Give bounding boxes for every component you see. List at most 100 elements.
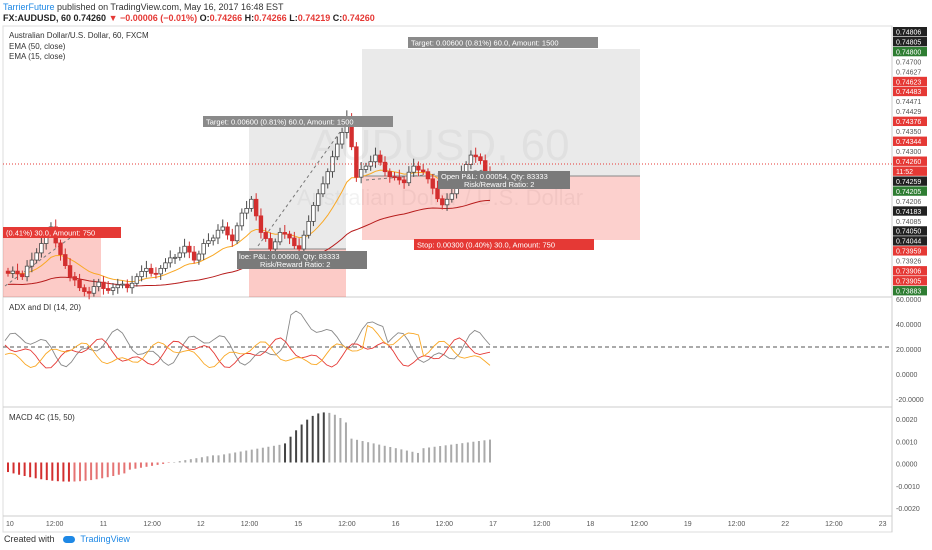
price-label: 0.74627 bbox=[896, 69, 921, 76]
candle bbox=[125, 279, 130, 293]
candle bbox=[335, 136, 340, 161]
time-tick: 12:00 bbox=[143, 521, 161, 528]
price-label: 11:52 bbox=[893, 166, 927, 176]
legend-macd[interactable]: MACD 4C (15, 50) bbox=[9, 413, 75, 422]
svg-text:11:52: 11:52 bbox=[896, 169, 913, 176]
time-axis-labels: 10 12:00 11 12:00 12 12:00 15 12:00 16 12:00 17 12:… bbox=[6, 521, 887, 528]
legend-ema50[interactable]: EMA (50, close) bbox=[9, 42, 66, 51]
candle bbox=[106, 281, 111, 294]
candle bbox=[444, 193, 450, 211]
price-label: 0.74483 bbox=[893, 86, 927, 96]
pos2-pnl-label[interactable]: Open P&L: 0.00054, Qty: 83333 Risk/Rewar… bbox=[438, 171, 570, 189]
macd-bar bbox=[145, 462, 148, 467]
symbol[interactable]: FX:AUDUSD, 60 bbox=[3, 13, 72, 23]
candle bbox=[325, 168, 330, 189]
candle bbox=[277, 227, 283, 246]
pos1-target-label[interactable]: Target: 0.00600 (0.81%) 60.0, Amount: 15… bbox=[203, 116, 393, 127]
svg-text:Risk/Reward Ratio: 2: Risk/Reward Ratio: 2 bbox=[464, 180, 534, 189]
author-link[interactable]: TarrierFuture bbox=[3, 2, 55, 12]
candle bbox=[473, 147, 478, 163]
macd-bar bbox=[123, 462, 126, 474]
legend-title[interactable]: Australian Dollar/U.S. Dollar, 60, FXCM bbox=[9, 31, 149, 40]
macd-bar bbox=[284, 443, 287, 463]
svg-text:0.74259: 0.74259 bbox=[896, 179, 921, 186]
pos1-target-zone[interactable] bbox=[249, 127, 346, 249]
legend-ema15[interactable]: EMA (15, close) bbox=[9, 52, 66, 61]
axis-tick: 60.0000 bbox=[896, 297, 921, 304]
candle bbox=[449, 186, 455, 203]
cloud-icon bbox=[63, 536, 76, 544]
price-label: 0.74350 bbox=[896, 129, 921, 136]
svg-text:0.74483: 0.74483 bbox=[896, 89, 921, 96]
candle bbox=[86, 286, 92, 300]
candle bbox=[358, 162, 364, 184]
macd-bar bbox=[455, 443, 458, 463]
svg-text:0.73926: 0.73926 bbox=[896, 259, 921, 266]
svg-text:0.74800: 0.74800 bbox=[896, 49, 921, 56]
pos2-stop-label[interactable]: Stop: 0.00300 (0.40%) 30.0, Amount: 750 bbox=[414, 239, 594, 250]
time-tick: 17 bbox=[489, 521, 497, 528]
macd-bar bbox=[79, 462, 82, 482]
svg-text:0.74085: 0.74085 bbox=[896, 219, 921, 226]
macd-bar bbox=[162, 462, 165, 464]
price-label: 0.73959 bbox=[893, 246, 927, 256]
macd-bar bbox=[378, 444, 381, 463]
macd-bar bbox=[278, 444, 281, 463]
adx-series bbox=[4, 337, 491, 369]
svg-text:0.74205: 0.74205 bbox=[896, 189, 921, 196]
open-label: O: bbox=[199, 13, 210, 23]
candle bbox=[72, 271, 78, 287]
macd-bar bbox=[139, 462, 142, 468]
svg-text:0.74627: 0.74627 bbox=[896, 69, 921, 76]
candle bbox=[129, 275, 135, 294]
candle bbox=[29, 252, 35, 273]
candle bbox=[196, 250, 202, 265]
candle bbox=[187, 241, 192, 259]
time-tick: 12:00 bbox=[46, 521, 64, 528]
candle bbox=[382, 156, 388, 177]
svg-text:0.74300: 0.74300 bbox=[896, 149, 921, 156]
candle bbox=[440, 195, 445, 210]
symbol-line: FX:AUDUSD, 60 0.74260 ▼ −0.00006 (−0.01%… bbox=[3, 13, 375, 23]
svg-text:0.74206: 0.74206 bbox=[896, 199, 921, 206]
svg-text:Risk/Reward Ratio: 2: Risk/Reward Ratio: 2 bbox=[260, 260, 330, 269]
price-label: 0.74259 bbox=[893, 176, 927, 186]
macd-bar bbox=[40, 462, 43, 480]
macd-bar bbox=[250, 449, 253, 463]
price-label: 0.74050 bbox=[893, 226, 927, 236]
price-label: 0.74206 bbox=[896, 199, 921, 206]
pos2-target-zone[interactable] bbox=[362, 49, 640, 176]
price-label: 0.74300 bbox=[896, 149, 921, 156]
candle bbox=[420, 163, 426, 175]
candle bbox=[378, 150, 383, 166]
candle bbox=[34, 248, 39, 264]
axis-tick: 40.0000 bbox=[896, 322, 921, 329]
time-tick: 12:00 bbox=[630, 521, 648, 528]
pos2-target-label[interactable]: Target: 0.00600 (0.81%) 60.0, Amount: 15… bbox=[408, 37, 598, 48]
legend-adx[interactable]: ADX and DI (14, 20) bbox=[9, 303, 81, 312]
macd-bar bbox=[156, 462, 159, 465]
macd-bar bbox=[228, 453, 231, 463]
svg-text:(0.41%) 30.0, Amount: 750: (0.41%) 30.0, Amount: 750 bbox=[6, 229, 95, 238]
candle bbox=[77, 273, 82, 292]
candle bbox=[478, 153, 483, 164]
macd-bar bbox=[477, 441, 480, 463]
macd-bar bbox=[311, 415, 314, 463]
macd-bar bbox=[433, 446, 436, 463]
macd-bar bbox=[106, 462, 109, 478]
macd-bar bbox=[472, 441, 475, 463]
macd-bar bbox=[95, 462, 98, 480]
candle bbox=[172, 254, 178, 264]
left-stop-label[interactable]: (0.41%) 30.0, Amount: 750 bbox=[3, 227, 121, 238]
macd-bar bbox=[195, 458, 198, 463]
time-tick: 11 bbox=[100, 521, 107, 528]
candle bbox=[425, 168, 431, 184]
low-value: 0.74219 bbox=[297, 13, 331, 23]
pos1-pnl-label[interactable]: loe: P&L: 0.00600, Qty: 83333 Risk/Rewar… bbox=[237, 251, 367, 269]
svg-text:0.73959: 0.73959 bbox=[896, 249, 921, 256]
macd-bar bbox=[245, 450, 248, 463]
footer-brand[interactable]: TradingView bbox=[80, 534, 130, 544]
svg-text:0.74050: 0.74050 bbox=[896, 229, 921, 236]
macd-bar bbox=[7, 462, 9, 473]
